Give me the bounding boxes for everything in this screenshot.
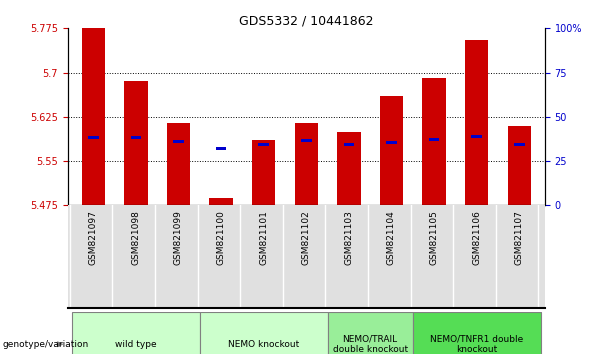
Text: NEMO/TRAIL
double knockout: NEMO/TRAIL double knockout xyxy=(333,335,408,354)
Bar xyxy=(131,136,141,139)
Text: GSM821101: GSM821101 xyxy=(259,210,268,266)
Text: GSM821107: GSM821107 xyxy=(515,210,524,266)
Text: GSM821098: GSM821098 xyxy=(131,210,140,266)
Bar xyxy=(471,136,482,138)
Bar xyxy=(88,136,98,139)
Bar xyxy=(200,312,327,354)
Bar xyxy=(380,96,403,205)
Bar xyxy=(259,143,269,146)
Bar xyxy=(465,40,488,205)
Text: GSM821104: GSM821104 xyxy=(387,210,396,265)
Title: GDS5332 / 10441862: GDS5332 / 10441862 xyxy=(239,14,373,27)
Bar xyxy=(413,312,541,354)
Text: GSM821100: GSM821100 xyxy=(217,210,226,266)
Bar xyxy=(386,141,397,144)
Bar xyxy=(82,28,105,205)
Bar xyxy=(514,143,525,146)
Text: GSM821097: GSM821097 xyxy=(89,210,98,266)
Text: NEMO knockout: NEMO knockout xyxy=(228,340,299,349)
Text: GSM821106: GSM821106 xyxy=(472,210,481,266)
Bar xyxy=(294,123,318,205)
Text: genotype/variation: genotype/variation xyxy=(3,340,89,349)
Bar xyxy=(167,123,190,205)
Bar xyxy=(72,312,200,354)
Bar xyxy=(252,141,276,205)
Bar xyxy=(301,139,312,142)
Bar xyxy=(209,198,233,205)
Text: NEMO/TNFR1 double
knockout: NEMO/TNFR1 double knockout xyxy=(430,335,523,354)
Bar xyxy=(124,81,148,205)
Text: GSM821105: GSM821105 xyxy=(429,210,439,266)
Bar xyxy=(422,79,446,205)
Bar xyxy=(343,143,354,146)
Text: GSM821102: GSM821102 xyxy=(302,210,311,265)
Bar xyxy=(216,147,226,150)
Text: GSM821099: GSM821099 xyxy=(174,210,183,266)
Bar xyxy=(429,138,439,141)
Bar xyxy=(173,140,184,143)
Text: GSM821103: GSM821103 xyxy=(345,210,353,266)
Bar xyxy=(337,132,360,205)
Bar xyxy=(327,312,413,354)
Bar xyxy=(508,126,531,205)
Text: wild type: wild type xyxy=(115,340,157,349)
